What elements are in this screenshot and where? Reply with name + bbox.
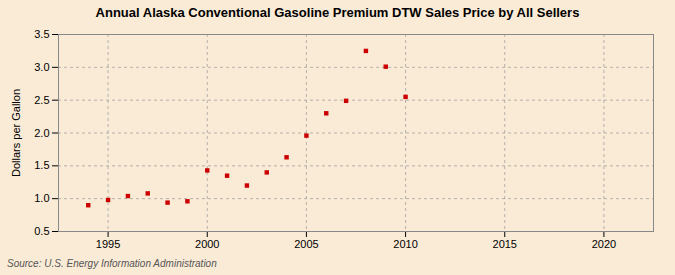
svg-text:2010: 2010 xyxy=(393,238,417,250)
svg-text:Dollars per Gallon: Dollars per Gallon xyxy=(10,89,22,177)
svg-text:2015: 2015 xyxy=(493,238,517,250)
svg-text:3.0: 3.0 xyxy=(34,61,49,73)
svg-text:0.5: 0.5 xyxy=(34,225,49,237)
svg-text:2020: 2020 xyxy=(592,238,616,250)
html-text:Source: U.S. Energy Informatio: Source: U.S. Energy Information Administ… xyxy=(7,258,217,269)
html-text:Annual Alaska Conventional Gas: Annual Alaska Conventional Gasoline Prem… xyxy=(95,5,580,20)
svg-text:1.0: 1.0 xyxy=(34,192,49,204)
svg-text:2.5: 2.5 xyxy=(34,94,49,106)
svg-text:1995: 1995 xyxy=(96,238,120,250)
svg-text:3.5: 3.5 xyxy=(34,28,49,40)
svg-text:1.5: 1.5 xyxy=(34,159,49,171)
svg-text:2.0: 2.0 xyxy=(34,127,49,139)
svg-text:2000: 2000 xyxy=(195,238,219,250)
svg-text:2005: 2005 xyxy=(294,238,318,250)
